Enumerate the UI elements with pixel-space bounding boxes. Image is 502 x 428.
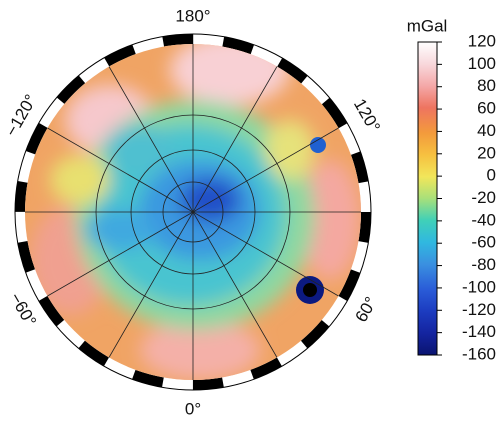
colorbar-tick-label: 60 [477, 99, 496, 118]
colorbar-tick-label: -160 [462, 344, 496, 363]
longitude-label: 120° [350, 96, 384, 136]
colorbar: mGal 120 100 80 60 40 20 0 -20 -40 -60 -80 -100 -120… [407, 16, 496, 363]
colorbar-tick-label: 120 [468, 31, 496, 50]
colorbar-tick-label: -60 [471, 233, 496, 252]
colorbar-tick-label: 20 [477, 143, 496, 162]
colorbar-tick-label: 80 [477, 76, 496, 95]
colorbar-tick-label: 100 [468, 54, 496, 73]
colorbar-tick-label: -140 [462, 322, 496, 341]
colorbar-tick-label: -40 [471, 210, 496, 229]
longitude-label: 60° [351, 294, 380, 326]
polar-map: 180° 0° 120° 60° −120° −60° [2, 6, 384, 418]
longitude-label: −60° [6, 289, 40, 329]
colorbar-tick-label: -120 [462, 300, 496, 319]
colorbar-tick-label: -20 [471, 188, 496, 207]
longitude-label: 180° [175, 6, 210, 25]
colorbar-tick-label: 0 [487, 166, 496, 185]
colorbar-scale [418, 42, 437, 355]
gravity-map-figure: 180° 0° 120° 60° −120° −60° mGal 120 100 8… [0, 0, 502, 423]
colorbar-tick-label: -100 [462, 277, 496, 296]
longitude-label: 0° [185, 399, 201, 418]
colorbar-tick-label: -80 [471, 255, 496, 274]
colorbar-tick-label: 40 [477, 121, 496, 140]
colorbar-label: mGal [407, 16, 448, 35]
